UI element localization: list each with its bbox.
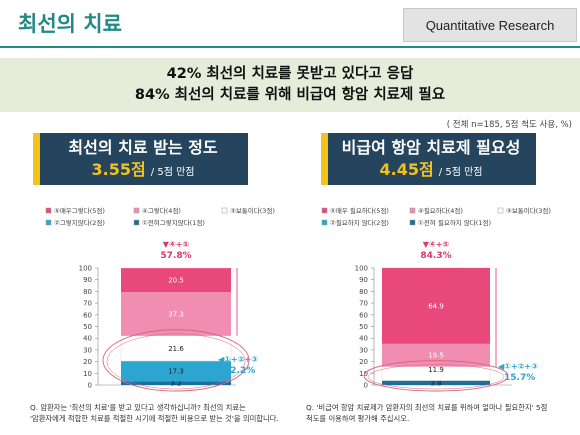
right-legend-swatch-5 (321, 207, 328, 214)
right-legend-swatch-4 (409, 207, 416, 214)
right-legend-label-1: ①전혀 필요하지 않다(1점) (418, 218, 491, 227)
research-type-badge: Quantitative Research (403, 8, 577, 42)
left-bar-segment-1 (121, 381, 231, 385)
left-section-header: 최선의 치료 받는 정도 3.55점 / 5점 만점 (33, 133, 248, 185)
right-y-tick-label: 50 (359, 323, 368, 331)
right-y-tick-label: 10 (359, 370, 368, 378)
right-legend-label-4: ④필요하다(4점) (418, 206, 463, 215)
right-y-tick-label: 20 (359, 358, 368, 366)
left-y-tick-label: 60 (83, 311, 92, 319)
left-y-tick-label: 50 (83, 323, 92, 331)
left-caption-line-1: Q. 암환자는 '최선의 치료'를 받고 있다고 생각하십니까? 최선의 치료는 (30, 403, 246, 412)
left-section-title: 최선의 치료 받는 정도 (68, 138, 218, 157)
right-section-title: 비급여 항암 치료제 필요성 (341, 138, 521, 157)
right-stacked-bar-chart: ⑤매우 필요하다(5점) ④필요하다(4점) ③보통이다(3점) ②필요하지 않다(2… (321, 206, 551, 392)
left-stacked-bar-chart: ⑤매우그렇다(5점) ④그렇다(4점) ③보통이다(3점) ②그렇지않다(2점) ①전혀… (45, 206, 275, 392)
right-y-tick-label: 90 (359, 276, 368, 284)
right-bar-segment-4 (382, 343, 490, 367)
left-bottom-group-label: ◀①+②+③ (218, 355, 258, 364)
right-data-label-3: 11.9 (428, 366, 444, 374)
right-y-tick-label: 70 (359, 300, 368, 308)
left-top-group-value: 57.8% (160, 251, 191, 261)
sample-note: ( 전체 n=185, 5점 척도 사용, %) (446, 120, 572, 130)
right-bottom-group-highlight (363, 360, 509, 392)
left-legend-swatch-2 (45, 219, 52, 226)
headline-line-2: 84% 최선의 치료를 위해 비급여 항암 치료제 필요 (134, 87, 446, 103)
left-data-label-3: 21.6 (168, 345, 184, 353)
title-divider (0, 46, 580, 48)
left-legend-swatch-3 (221, 207, 228, 214)
left-legend-label-2: ②그렇지않다(2점) (54, 218, 105, 227)
right-bar-segment-5 (382, 267, 490, 344)
right-y-tick-label: 100 (355, 265, 368, 273)
left-data-label-4: 37.3 (168, 310, 184, 318)
right-y-tick-label: 0 (364, 382, 368, 390)
right-data-label-4: 19.5 (428, 352, 444, 360)
right-bottom-group-highlight-inner (367, 364, 505, 390)
right-y-tick-label: 80 (359, 288, 368, 296)
left-y-tick-label: 10 (83, 370, 92, 378)
right-legend-swatch-3 (497, 207, 504, 214)
left-bottom-group-highlight (102, 329, 250, 392)
left-y-tick-label: 90 (83, 276, 92, 284)
right-y-tick-label: 30 (359, 346, 368, 354)
right-section-header: 비급여 항암 치료제 필요성 4.45점 / 5점 만점 (321, 133, 536, 185)
left-bar-segment-2 (121, 361, 231, 382)
left-question-caption: Q. 암환자는 '최선의 치료'를 받고 있다고 생각하십니까? 최선의 치료는… (30, 402, 292, 424)
page-title: 최선의 치료 (18, 12, 122, 36)
left-data-label-5: 20.5 (168, 277, 184, 285)
left-legend-swatch-5 (45, 207, 52, 214)
right-legend-swatch-1 (409, 219, 416, 226)
left-y-tick-label: 40 (83, 335, 92, 343)
left-legend-swatch-4 (133, 207, 140, 214)
right-score: 4.45점 (379, 160, 434, 179)
left-legend-label-3: ③보통이다(3점) (230, 206, 275, 215)
right-legend-label-5: ⑤매우 필요하다(5점) (330, 206, 389, 215)
left-y-tick-label: 0 (88, 382, 92, 390)
left-bottom-group-highlight-inner (106, 333, 246, 390)
right-question-caption: Q. '비급여 항암 치료제가 암환자의 최선의 치료를 위하여 얼마나 필요한… (306, 402, 574, 424)
right-legend-label-2: ②필요하지 않다(2점) (330, 218, 389, 227)
left-caption-line-2: '암환자에게 적합한 치료를 적절한 시기에 적절한 비용으로 받는 것'을 의… (30, 414, 279, 423)
right-top-group-label: ▼④+⑤ (423, 240, 450, 249)
left-score-unit: / 5점 만점 (150, 167, 195, 178)
left-y-tick-label: 80 (83, 288, 92, 296)
left-legend-swatch-1 (133, 219, 140, 226)
right-legend-label-3: ③보통이다(3점) (506, 206, 551, 215)
headline-line-1: 42% 최선의 치료를 못받고 있다고 응답 (166, 66, 414, 82)
right-data-label-5: 64.9 (428, 302, 444, 310)
right-score-unit: / 5점 만점 (438, 167, 483, 178)
left-data-label-2: 17.3 (168, 368, 184, 376)
right-bottom-group-value: 15.7% (504, 373, 535, 383)
left-y-tick-label: 20 (83, 358, 92, 366)
right-bar-segment-1 (382, 380, 490, 385)
left-y-tick-label: 30 (83, 346, 92, 354)
right-y-tick-label: 40 (359, 335, 368, 343)
left-bar-segment-5 (121, 268, 231, 293)
left-bar-segment-3 (120, 335, 232, 362)
right-caption-line-1: Q. '비급여 항암 치료제가 암환자의 최선의 치료를 위하여 얼마나 필요한… (306, 403, 548, 412)
left-bar-segment-4 (121, 292, 231, 336)
right-caption-line-2: 척도를 이용하여 평가해 주십시오. (306, 414, 410, 423)
right-legend-swatch-2 (321, 219, 328, 226)
left-y-tick-label: 70 (83, 300, 92, 308)
left-score: 3.55점 (91, 160, 146, 179)
left-legend-label-5: ⑤매우그렇다(5점) (54, 206, 105, 215)
right-bottom-group-label: ◀①+②+③ (498, 362, 538, 371)
left-data-label-1: 3.2 (170, 380, 181, 388)
left-legend-label-1: ①전혀그렇지않다(1점) (142, 218, 205, 227)
left-top-group-label: ▼④+⑤ (163, 240, 190, 249)
right-top-group-value: 84.3% (420, 251, 451, 261)
headline-box: 42% 최선의 치료를 못받고 있다고 응답 84% 최선의 치료를 위해 비급… (0, 58, 580, 112)
right-y-tick-label: 60 (359, 311, 368, 319)
right-data-label-1: 3.8 (430, 379, 441, 387)
left-bottom-group-value: 42.2% (224, 366, 255, 376)
left-y-tick-label: 100 (79, 265, 92, 273)
left-legend-label-4: ④그렇다(4점) (142, 206, 181, 215)
